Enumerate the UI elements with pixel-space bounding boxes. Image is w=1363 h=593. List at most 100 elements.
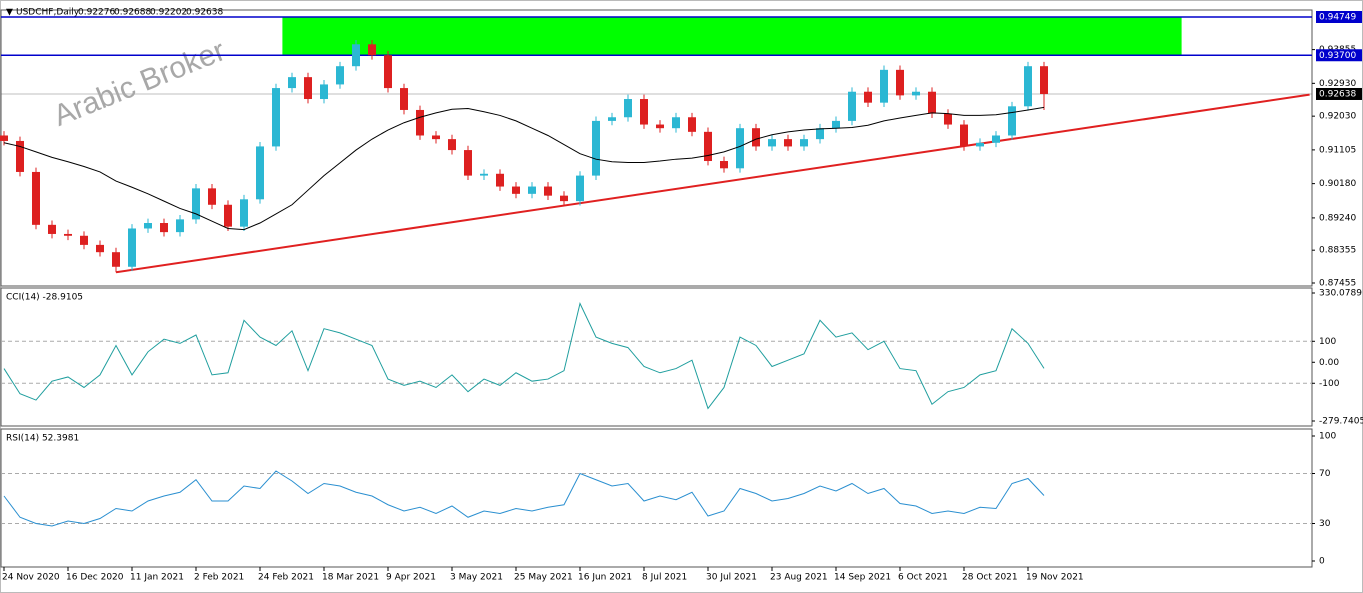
candle-body [816, 128, 824, 140]
candle-body [848, 91, 856, 121]
rsi-panel [0, 428, 1313, 568]
x-tick-label: 11 Jan 2021 [130, 573, 184, 583]
candle-body [544, 186, 552, 196]
x-tick-label: 9 Apr 2021 [386, 573, 436, 583]
candle-body [880, 69, 888, 103]
candle-body [176, 219, 184, 233]
candle-body [48, 224, 56, 234]
x-tick-label: 16 Jun 2021 [578, 573, 632, 583]
candle-body [704, 131, 712, 162]
candle-body [336, 66, 344, 85]
x-tick-label: 14 Sep 2021 [834, 573, 891, 583]
candle-body [592, 120, 600, 176]
candle-body [192, 188, 200, 220]
symbol: USDCHF,Daily [16, 8, 80, 18]
last-price-label: 0.92638 [1319, 89, 1356, 99]
candle-body [928, 91, 936, 114]
candle-body [800, 139, 808, 147]
candle-body [32, 171, 40, 225]
header-value: 0.92688 [114, 8, 151, 18]
candle-body [496, 173, 504, 187]
header-value: 0.92638 [186, 8, 223, 18]
y-tick-label: 0.90180 [1319, 179, 1356, 189]
x-tick-label: 28 Oct 2021 [962, 573, 1018, 583]
candle-body [624, 99, 632, 118]
y-tick-label: 330.0789 [1319, 289, 1362, 299]
candle-body [160, 223, 168, 233]
candle-body [864, 91, 872, 103]
y-tick-label: 0 [1319, 557, 1325, 567]
y-tick-label: 30 [1319, 519, 1331, 529]
candle-body [992, 135, 1000, 143]
indicator-title: RSI(14) 52.3981 [6, 434, 79, 444]
candle-body [640, 99, 648, 125]
level-label: 0.93700 [1319, 51, 1356, 61]
candle-body [896, 69, 904, 96]
candle-body [384, 55, 392, 89]
y-tick-label: 100 [1319, 337, 1336, 347]
level-label: 0.94749 [1319, 13, 1356, 23]
y-tick-label: -279.7405 [1319, 417, 1363, 427]
candle-body [288, 77, 296, 89]
header-arrow: ▼ [6, 8, 13, 18]
candle-body [576, 175, 584, 202]
candle-body [128, 228, 136, 267]
cci-panel [0, 287, 1313, 427]
candle-body [768, 139, 776, 147]
candle-body [272, 88, 280, 147]
y-tick-label: 0.87455 [1319, 279, 1356, 289]
x-tick-label: 23 Aug 2021 [770, 573, 828, 583]
candle-body [96, 244, 104, 253]
candle-body [80, 235, 88, 245]
x-tick-label: 6 Oct 2021 [898, 573, 948, 583]
x-tick-label: 16 Dec 2020 [66, 573, 124, 583]
candle-body [976, 142, 984, 147]
candle-body [672, 117, 680, 129]
candle-body [720, 161, 728, 169]
candle-body [224, 204, 232, 227]
candle-body [1040, 66, 1048, 94]
moving-average [3, 106, 1045, 231]
candle-body [304, 77, 312, 100]
candle-body [656, 124, 664, 129]
candle-body [448, 139, 456, 151]
y-tick-label: -100 [1319, 379, 1340, 389]
candle-body [912, 91, 920, 96]
candle-body [944, 113, 952, 125]
candle-body [528, 186, 536, 194]
y-tick-label: 0.00 [1319, 358, 1339, 368]
y-tick-label: 70 [1319, 469, 1331, 479]
candle-body [144, 223, 152, 229]
candle-body [432, 135, 440, 140]
candle-body [752, 128, 760, 147]
trendline [115, 93, 1310, 274]
candle-body [608, 117, 616, 121]
indicator-line [3, 470, 1045, 527]
x-tick-label: 2 Feb 2021 [194, 573, 244, 583]
candle-body [832, 120, 840, 129]
level-box [1316, 11, 1362, 23]
candle-body [112, 252, 120, 267]
indicator-title: CCI(14) -28.9105 [6, 293, 83, 303]
y-tick-label: 0.92930 [1319, 79, 1356, 89]
last-price-box [1316, 87, 1362, 100]
x-tick-label: 24 Feb 2021 [258, 573, 314, 583]
candle-body [368, 44, 376, 56]
x-tick-label: 30 Jul 2021 [706, 573, 757, 583]
candle-body [480, 173, 488, 176]
candle-body [256, 146, 264, 200]
x-tick-label: 18 Mar 2021 [322, 573, 379, 583]
zone [282, 17, 1182, 56]
candle-body [688, 117, 696, 132]
candle-body [416, 109, 424, 136]
x-tick-label: 24 Nov 2020 [2, 573, 60, 583]
candle-body [736, 128, 744, 169]
background-layer [1, 17, 1312, 95]
header-value: 0.92276 [78, 8, 115, 18]
candle-body [1008, 106, 1016, 136]
candle-body [320, 84, 328, 100]
candle-body [560, 195, 568, 202]
